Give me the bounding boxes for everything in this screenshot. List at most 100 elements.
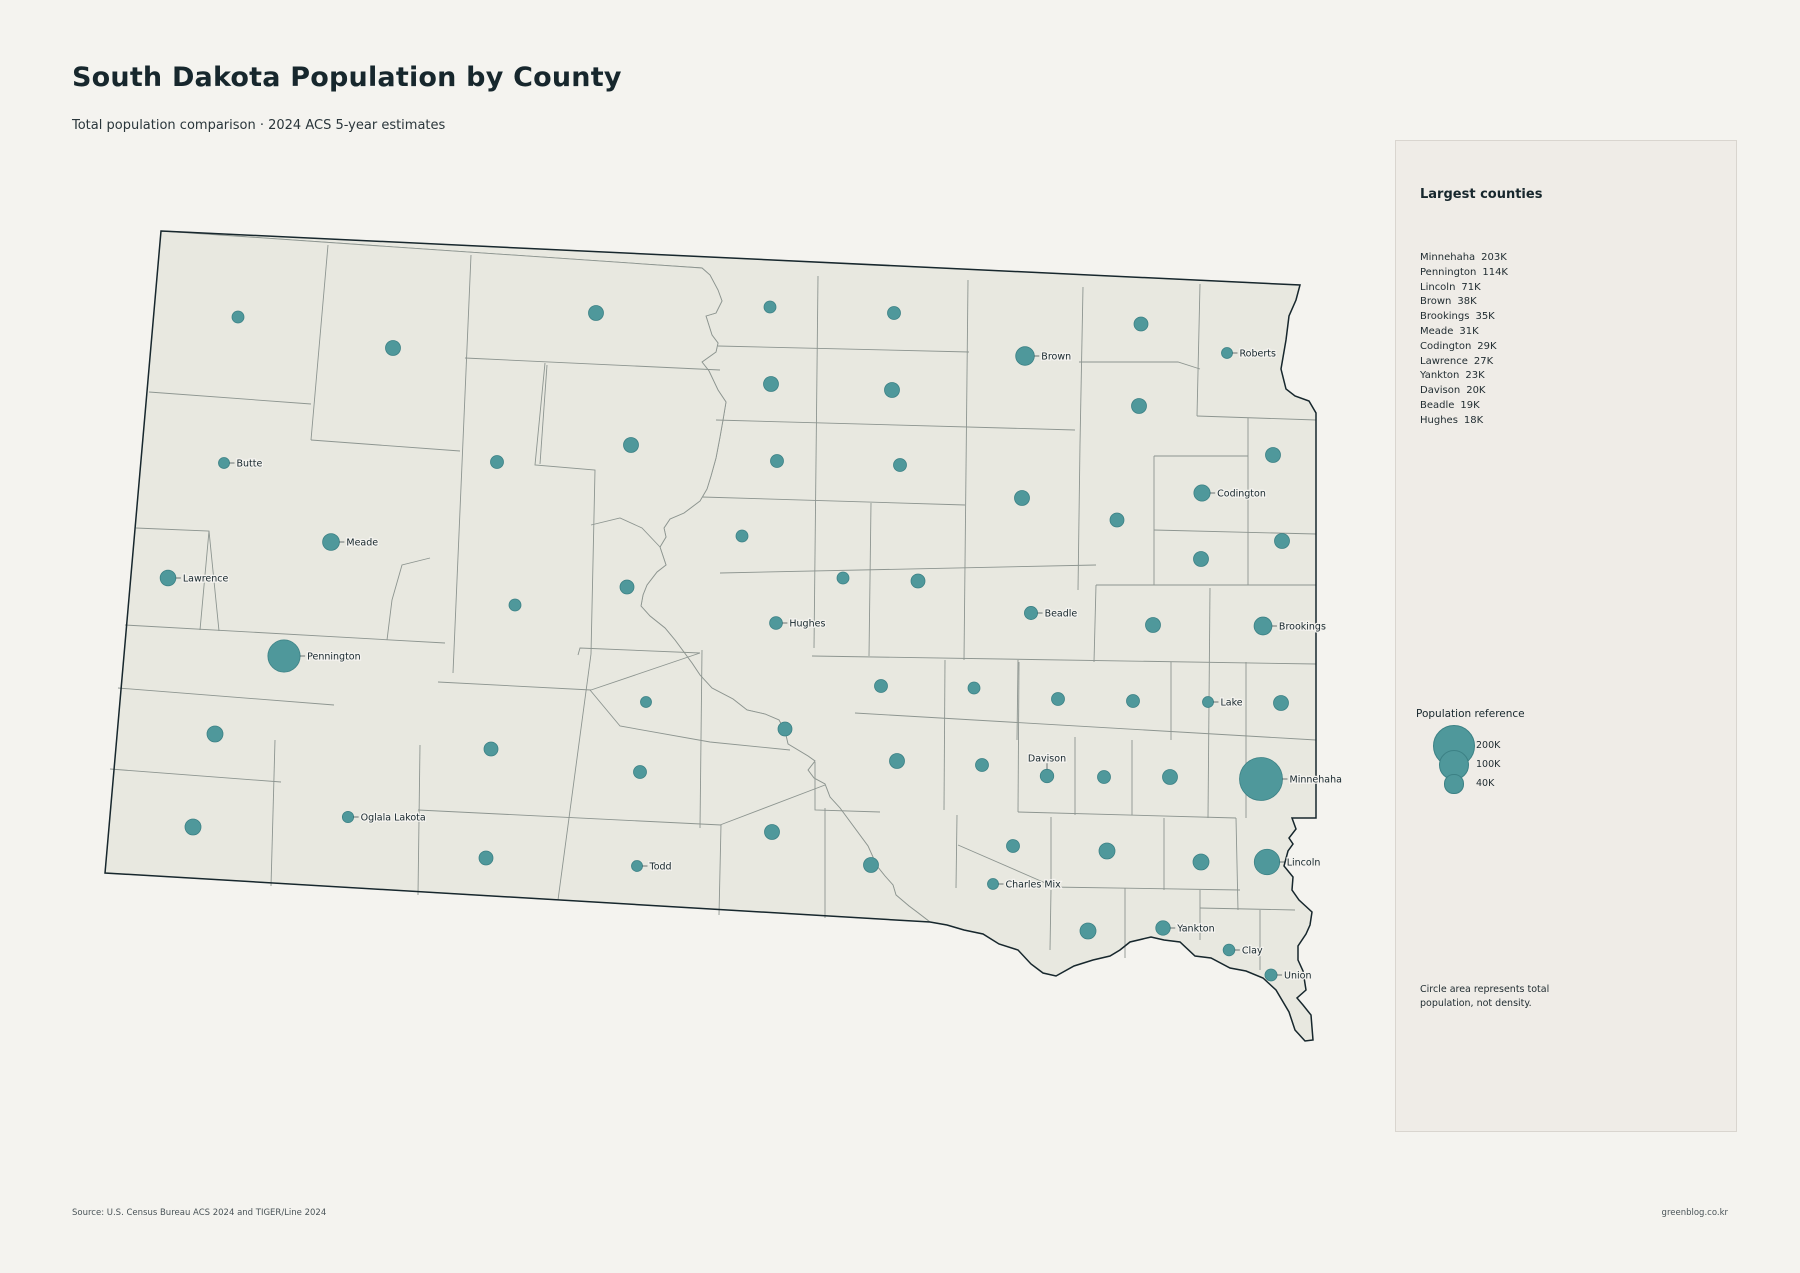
legend-title: Population reference [1416, 708, 1525, 720]
county-bubble[interactable] [1264, 968, 1278, 982]
county-bubble[interactable] [777, 721, 793, 737]
county-bubble[interactable] [184, 818, 202, 836]
county-bubble[interactable] [893, 458, 907, 472]
county-bubble[interactable] [1162, 769, 1178, 785]
county-bubble[interactable] [1133, 316, 1149, 332]
county-bubble[interactable] [322, 533, 340, 551]
county-bubble[interactable] [1126, 694, 1140, 708]
county-bubble[interactable] [1079, 922, 1097, 940]
county-bubble[interactable] [1109, 512, 1125, 528]
county-bubble[interactable] [1239, 757, 1283, 801]
county-bubble[interactable] [836, 571, 850, 585]
county-bubble[interactable] [385, 340, 401, 356]
county-bubble[interactable] [267, 639, 301, 673]
county-bubble[interactable] [967, 681, 981, 695]
county-label: Todd [649, 862, 672, 873]
county-label: Brookings [1279, 622, 1326, 633]
county-label: Clay [1242, 946, 1263, 957]
county-bubble[interactable] [1193, 551, 1209, 567]
county-bubble[interactable] [483, 741, 499, 757]
county-bubble[interactable] [884, 382, 900, 398]
county-bubble[interactable] [1222, 943, 1236, 957]
credit-link[interactable]: greenblog.co.kr [1661, 1208, 1728, 1218]
county-label: Lawrence [183, 574, 229, 585]
county-bubble[interactable] [490, 455, 504, 469]
county-bubble[interactable] [769, 616, 783, 630]
ranking-county-value: 35K [1475, 311, 1495, 323]
county-label: Minnehaha [1290, 775, 1342, 786]
county-bubble[interactable] [633, 765, 647, 779]
county-bubble[interactable] [1155, 920, 1171, 936]
county-bubble[interactable] [1274, 533, 1290, 549]
county-bubble[interactable] [159, 569, 177, 587]
county-bubble[interactable] [631, 860, 643, 872]
county-bubble[interactable] [764, 824, 780, 840]
ranking-county-value: 114K [1482, 266, 1508, 278]
county-bubble[interactable] [1221, 347, 1233, 359]
county-label: Pennington [307, 652, 361, 663]
county-label: Oglala Lakota [361, 813, 426, 824]
ranking-item: Codington 29K [1420, 340, 1508, 355]
county-bubble[interactable] [640, 696, 652, 708]
county-bubble[interactable] [508, 598, 522, 612]
county-bubble[interactable] [1202, 696, 1214, 708]
county-bubble[interactable] [1193, 484, 1211, 502]
county-label: Roberts [1240, 349, 1276, 360]
county-bubble[interactable] [887, 306, 901, 320]
ranking-county-name: Hughes [1420, 414, 1458, 426]
county-bubble[interactable] [987, 878, 999, 890]
county-bubble[interactable] [910, 573, 926, 589]
county-bubble[interactable] [478, 850, 494, 866]
county-bubble[interactable] [889, 753, 905, 769]
county-labels: Minnehaha Pennington Lincoln Brown Brookings… [175, 347, 1343, 983]
county-boundaries [104, 230, 1317, 1042]
county-label: Brown [1041, 352, 1071, 363]
county-bubble[interactable] [735, 529, 749, 543]
legend-label: 100K [1476, 759, 1501, 770]
county-bubble[interactable] [975, 758, 989, 772]
county-bubble[interactable] [218, 457, 230, 469]
county-label: Lake [1221, 698, 1243, 709]
county-bubble[interactable] [341, 810, 355, 824]
ranking-county-value: 203K [1481, 252, 1507, 263]
county-bubble[interactable] [1006, 839, 1020, 853]
county-bubble[interactable] [206, 725, 224, 743]
county-label: Hughes [789, 619, 825, 630]
county-label: Codington [1217, 489, 1266, 500]
ranking-county-name: Yankton [1420, 370, 1460, 382]
ranking-county-name: Codington [1420, 340, 1472, 352]
county-bubble[interactable] [1273, 695, 1289, 711]
ranking-county-name: Pennington [1420, 266, 1477, 278]
county-label: Beadle [1045, 609, 1078, 620]
ranking-county-value: 38K [1457, 296, 1477, 308]
county-bubble[interactable] [619, 579, 635, 595]
state-land-west [104, 230, 932, 923]
county-bubble[interactable] [1145, 617, 1161, 633]
county-bubble[interactable] [1051, 692, 1065, 706]
county-bubble[interactable] [1253, 616, 1273, 636]
county-bubble[interactable] [763, 300, 777, 314]
county-bubble[interactable] [1098, 842, 1116, 860]
county-bubble[interactable] [1131, 398, 1147, 414]
legend-circle [1444, 774, 1464, 794]
county-bubble[interactable] [1192, 853, 1210, 871]
county-bubble[interactable] [763, 376, 779, 392]
county-bubble[interactable] [1265, 447, 1281, 463]
county-bubble[interactable] [588, 305, 604, 321]
county-bubble[interactable] [770, 454, 784, 468]
county-bubble[interactable] [623, 437, 639, 453]
county-bubble[interactable] [1015, 346, 1035, 366]
county-bubble[interactable] [231, 310, 245, 324]
county-bubble[interactable] [1024, 606, 1038, 620]
ranking-county-value: 23K [1465, 370, 1485, 382]
legend-label: 40K [1476, 778, 1495, 789]
county-bubble[interactable] [874, 679, 888, 693]
county-bubble[interactable] [1039, 768, 1055, 784]
ranking-county-name: Lawrence [1420, 355, 1468, 367]
county-bubble[interactable] [1253, 848, 1281, 876]
county-bubble[interactable] [1097, 770, 1111, 784]
county-bubble[interactable] [1014, 490, 1030, 506]
county-label: Butte [237, 459, 263, 470]
ranking-county-value: 71K [1461, 281, 1481, 293]
county-bubble[interactable] [863, 857, 879, 873]
